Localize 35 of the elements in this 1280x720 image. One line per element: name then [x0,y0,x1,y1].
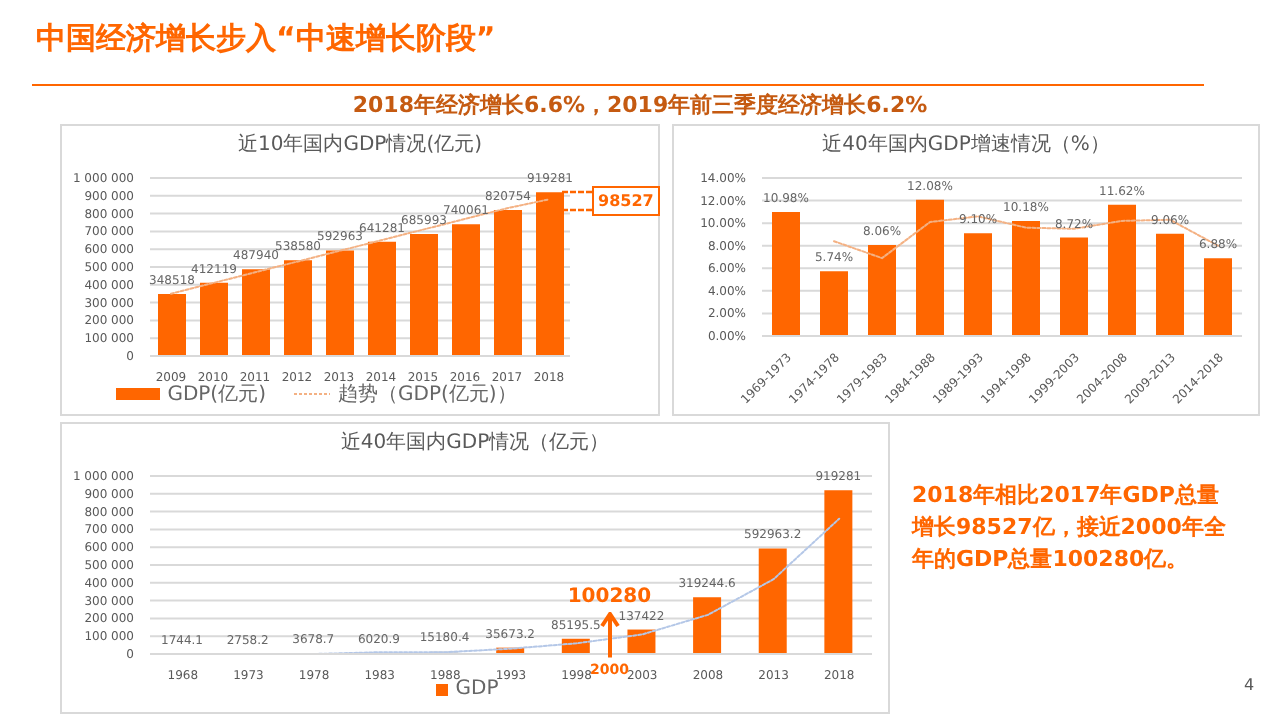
bar [284,260,312,356]
bar [758,548,787,654]
bar [410,233,438,356]
bar [1156,233,1184,336]
bar [964,233,992,336]
bar [326,250,354,356]
text: 98527 [592,185,660,216]
bar [693,597,722,654]
bar [452,224,480,356]
text: 4 [1244,676,1255,694]
text: 2018年经济增长6.6%，2019年前三季度经济增长6.2% [350,90,930,120]
text: 中国经济增长步入“中速增长阶段” [36,20,496,58]
bar [536,192,564,356]
annotation: 100280 [565,586,654,609]
bar [242,269,270,356]
legend-label: GDP(亿元) [165,382,266,408]
bar [158,293,186,356]
bar [868,245,896,336]
bar [916,199,944,336]
bar [1060,237,1088,336]
bar [494,209,522,356]
bar [824,490,853,654]
chart-title: 近40年国内GDP增速情况（%） [820,131,1112,160]
bar [772,212,800,336]
legend-label: 趋势（GDP(亿元)） [338,384,517,406]
text: 2018年相比2017年GDP总量增长98527亿，接近2000年全年的GDP总量100280亿。 [912,480,1228,576]
bar [820,271,848,336]
chart-title: 近10年国内GDP情况(亿元) [235,131,484,160]
bar [1012,221,1040,336]
bar [200,282,228,356]
bar [368,241,396,356]
chart-title: 近40年国内GDP情况（亿元） [338,429,612,458]
bar [1108,204,1136,336]
bar [1204,258,1232,336]
legend-label: GDP [455,678,499,700]
